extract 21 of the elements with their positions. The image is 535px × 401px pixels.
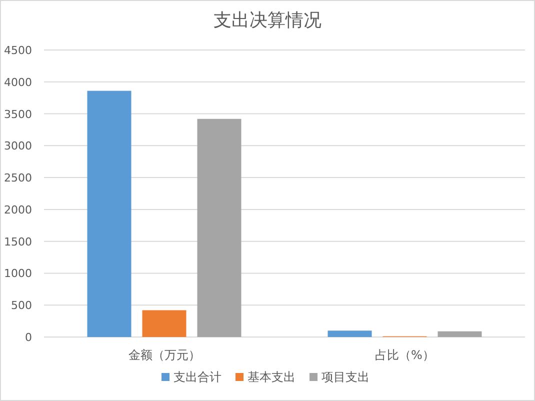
chart-title: 支出决算情况	[214, 10, 322, 31]
x-tick-label: 占比（%）	[375, 348, 434, 362]
y-tick-label: 2000	[4, 203, 32, 216]
bar	[87, 90, 132, 337]
legend-label: 支出合计	[174, 370, 222, 384]
y-tick-label: 3500	[4, 108, 32, 121]
bar	[197, 118, 242, 337]
bar	[438, 331, 482, 337]
y-tick-label: 0	[25, 331, 32, 344]
bar	[142, 310, 186, 337]
y-tick-label: 3000	[4, 140, 32, 153]
y-tick-label: 4000	[4, 76, 32, 89]
legend-label: 基本支出	[248, 370, 296, 384]
bar	[328, 330, 372, 337]
y-tick-label: 500	[11, 299, 32, 312]
legend-label: 项目支出	[322, 370, 370, 384]
y-tick-label: 4500	[4, 44, 32, 57]
y-tick-label: 1000	[4, 267, 32, 280]
x-tick-label: 金额（万元）	[128, 348, 200, 362]
y-tick-label: 1500	[4, 235, 32, 248]
y-tick-label: 2500	[4, 172, 32, 185]
